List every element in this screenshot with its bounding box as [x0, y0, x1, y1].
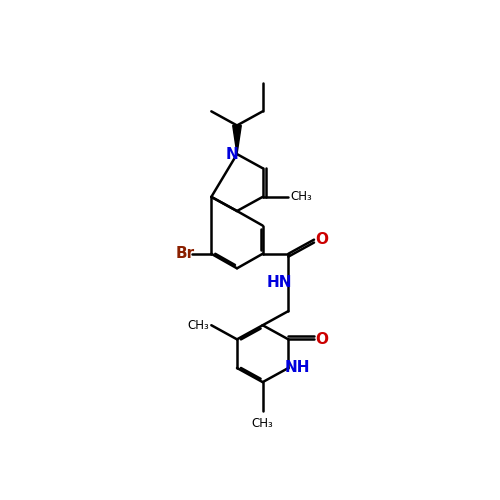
Text: Br: Br — [176, 246, 195, 262]
Text: O: O — [315, 332, 328, 347]
Text: O: O — [315, 232, 328, 247]
Text: HN: HN — [266, 275, 291, 290]
Text: N: N — [226, 146, 238, 162]
Polygon shape — [232, 126, 241, 154]
Text: NH: NH — [285, 360, 310, 376]
Text: CH₃: CH₃ — [188, 318, 209, 332]
Text: CH₃: CH₃ — [290, 190, 312, 203]
Text: CH₃: CH₃ — [252, 417, 274, 430]
